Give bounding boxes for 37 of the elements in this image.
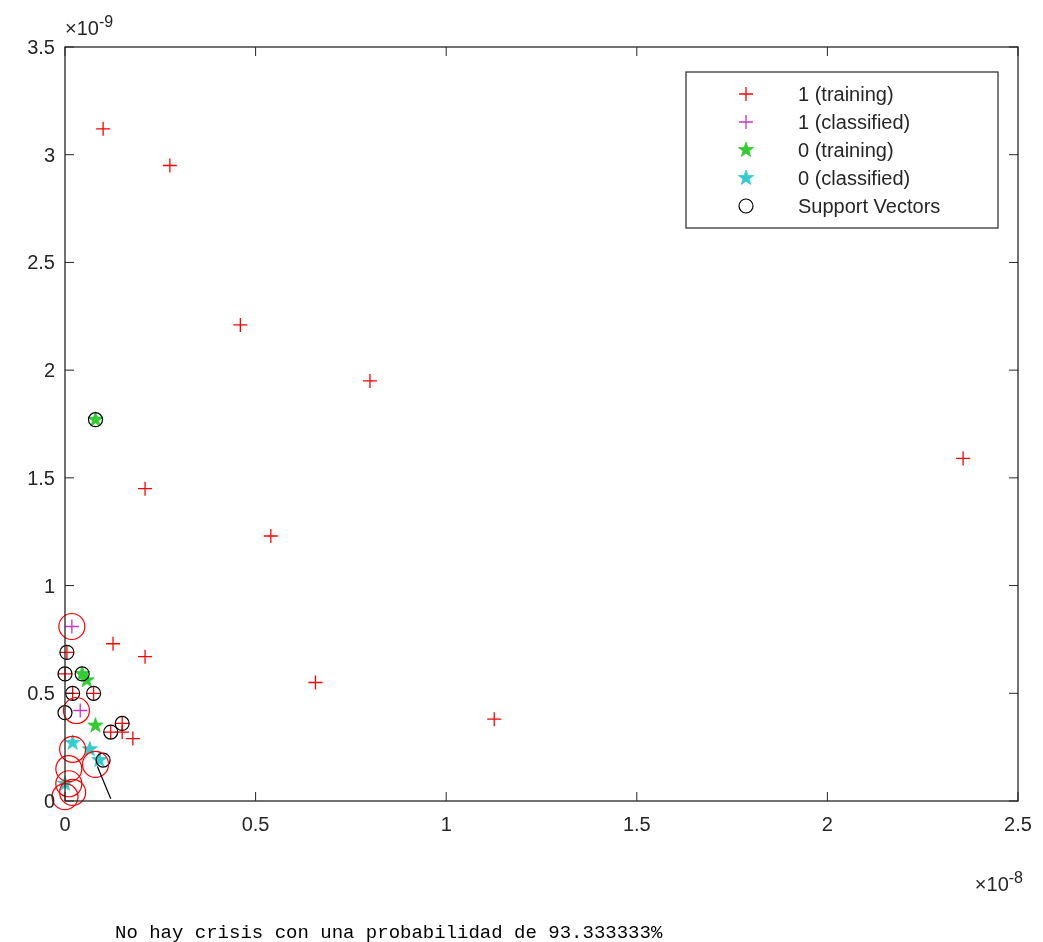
y-tick-label: 2 <box>43 359 55 382</box>
point <box>486 711 502 727</box>
point <box>87 717 104 733</box>
y-tick-label: 3.5 <box>27 36 55 58</box>
point <box>263 528 279 544</box>
legend-label: 0 (training) <box>798 139 894 161</box>
point <box>362 373 378 389</box>
point <box>137 649 153 665</box>
point <box>125 730 141 747</box>
y-tick-label: 0 <box>43 790 55 812</box>
point <box>162 157 178 174</box>
text: ×10$^{-8}$ <box>974 868 1024 895</box>
x-tick-label: 1 <box>440 813 452 835</box>
y-tick-label: 2.5 <box>27 251 55 274</box>
text: No hay crisis con una probabilidad de 93.333333% <box>115 922 663 942</box>
y-tick-label: 0.5 <box>27 682 55 705</box>
text: ×10$^{-9}$ <box>65 12 114 39</box>
y-tick-label: 1.5 <box>27 466 55 489</box>
point <box>105 636 121 652</box>
point <box>95 121 111 137</box>
point <box>307 674 324 691</box>
legend-label: 0 (classified) <box>798 167 911 189</box>
point <box>137 480 153 497</box>
point <box>57 705 73 721</box>
y-tick-label: 1 <box>43 574 55 597</box>
point <box>232 317 248 333</box>
legend-label: 1 (classified) <box>798 111 911 133</box>
point <box>114 724 130 740</box>
x-tick-label: 2 <box>821 813 833 835</box>
x-tick-label: 1.5 <box>622 813 651 835</box>
x-tick-label: 0.5 <box>241 813 270 835</box>
legend-label: 1 (training) <box>798 83 894 105</box>
point <box>955 450 971 467</box>
x-tick-label: 2.5 <box>1004 813 1032 835</box>
y-tick-label: 3 <box>43 143 55 166</box>
x-tick-label: 0 <box>59 813 71 835</box>
legend-label: Support Vectors <box>798 195 941 217</box>
